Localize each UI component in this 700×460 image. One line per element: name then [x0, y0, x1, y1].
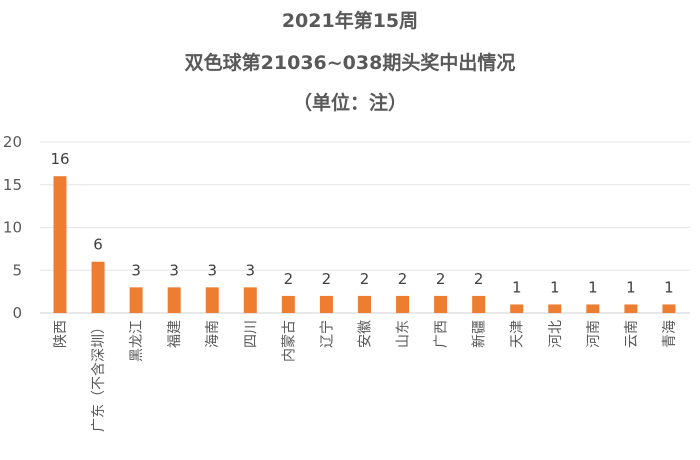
x-category-label: 四川 [243, 320, 259, 348]
data-label: 2 [474, 270, 484, 288]
y-tick-label: 0 [12, 304, 22, 322]
x-category-label: 福建 [167, 320, 183, 348]
chart-title-line-3: （单位：注） [293, 91, 407, 114]
y-tick-label: 10 [3, 219, 22, 237]
x-category-label: 广西 [434, 320, 450, 348]
bar [53, 176, 67, 313]
bar [243, 287, 257, 313]
bar [434, 295, 448, 313]
data-label: 2 [398, 270, 408, 288]
data-label: 2 [322, 270, 332, 288]
y-tick-label: 20 [3, 133, 22, 151]
data-label: 3 [169, 261, 179, 279]
bar [548, 304, 562, 313]
x-category-label: 新疆 [472, 320, 488, 348]
data-label: 6 [93, 236, 103, 254]
bar [510, 304, 524, 313]
x-category-label: 青海 [662, 320, 678, 348]
x-category-label: 黑龙江 [129, 320, 145, 362]
x-category-label: 海南 [205, 320, 221, 348]
data-label: 1 [512, 278, 522, 296]
y-tick-label: 15 [3, 176, 22, 194]
data-label: 3 [246, 261, 256, 279]
data-label: 1 [664, 278, 674, 296]
bar [167, 287, 181, 313]
bar [396, 295, 410, 313]
data-label: 3 [131, 261, 141, 279]
x-category-label: 内蒙古 [281, 320, 297, 362]
bar [319, 295, 333, 313]
x-category-label: 广东（不含深圳） [91, 320, 107, 432]
data-label: 16 [50, 150, 69, 168]
bar [281, 295, 295, 313]
x-category-label: 河北 [548, 320, 564, 348]
data-label: 1 [626, 278, 636, 296]
chart-title-line-1: 2021年第15周 [282, 9, 418, 32]
bar [205, 287, 219, 313]
bar [129, 287, 143, 313]
bar [624, 304, 638, 313]
x-category-label: 辽宁 [318, 320, 335, 348]
bar [586, 304, 600, 313]
x-category-label: 天津 [510, 320, 526, 348]
bar [472, 295, 486, 313]
x-category-label: 云南 [624, 320, 640, 348]
bar [91, 261, 105, 313]
data-label: 2 [436, 270, 446, 288]
data-label: 3 [207, 261, 217, 279]
x-category-label: 河南 [586, 320, 602, 348]
x-category-label: 山东 [396, 320, 412, 348]
data-label: 2 [360, 270, 370, 288]
chart-title-line-2: 双色球第21036~038期头奖中出情况 [185, 51, 516, 74]
data-label: 2 [284, 270, 294, 288]
x-category-label: 陕西 [53, 320, 69, 348]
data-label: 1 [550, 278, 560, 296]
bar [357, 295, 371, 313]
bar [662, 304, 676, 313]
x-category-label: 安徽 [357, 320, 373, 348]
data-label: 1 [588, 278, 598, 296]
y-tick-label: 5 [12, 261, 22, 279]
